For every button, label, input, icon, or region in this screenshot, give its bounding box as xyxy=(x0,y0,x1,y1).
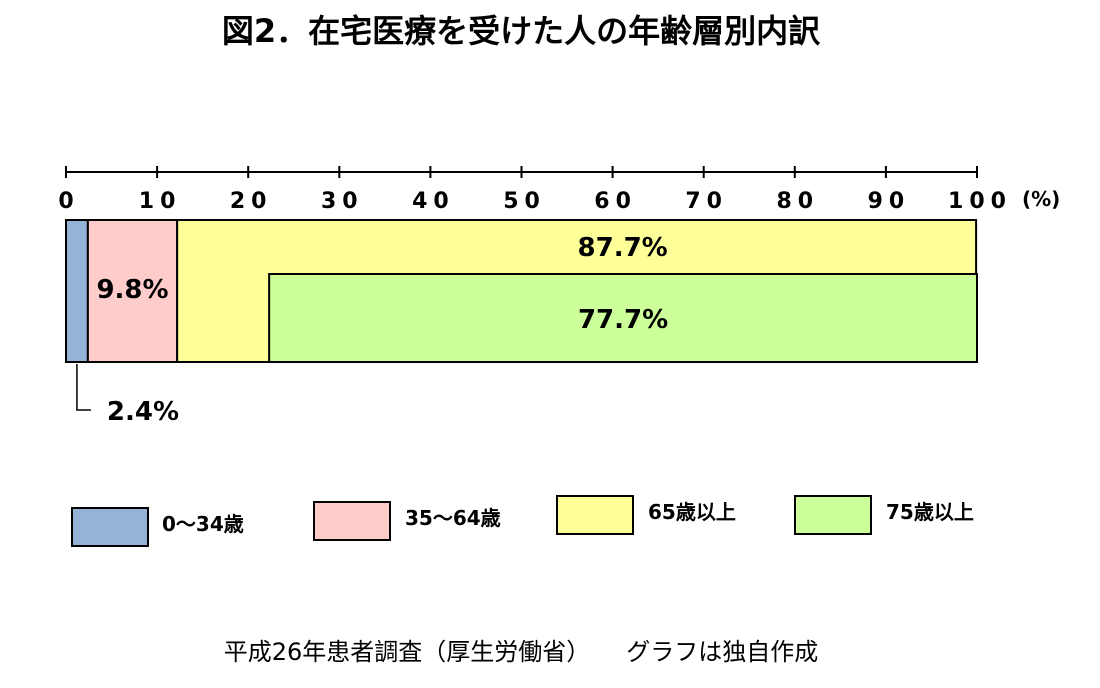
x-tick-label-4: 40 xyxy=(412,189,455,214)
stacked-bar xyxy=(65,219,978,363)
bar-segment-0 xyxy=(65,219,89,363)
data-label-65plus: 87.7% xyxy=(578,233,668,263)
data-label-75plus: 77.7% xyxy=(578,305,668,335)
x-axis: 0 10 20 30 40 50 60 70 80 90 100 (%) xyxy=(58,166,1060,214)
legend-label-3: 75歳以上 xyxy=(886,500,974,524)
x-tick-label-1: 10 xyxy=(139,189,182,214)
x-axis-unit: (%) xyxy=(1022,187,1060,211)
legend-swatch-3 xyxy=(794,495,872,535)
legend-label-0: 0〜34歳 xyxy=(162,512,244,536)
legend-swatch-2 xyxy=(556,495,634,535)
bar-subset-75plus xyxy=(268,273,978,363)
callout-line-0-34 xyxy=(76,364,91,411)
data-label-0-34: 2.4% xyxy=(107,397,179,427)
legend-swatch-0 xyxy=(71,507,149,547)
legend-label-1: 35〜64歳 xyxy=(405,506,501,530)
x-tick-label-6: 60 xyxy=(594,189,637,214)
chart-title: 図2．在宅医療を受けた人の年齢層別内訳 xyxy=(222,12,821,50)
bar-segment-1 xyxy=(86,219,179,363)
source-note: 平成26年患者調査（厚生労働省） グラフは独自作成 xyxy=(224,638,819,666)
x-tick-label-2: 20 xyxy=(230,189,273,214)
x-tick-label-7: 70 xyxy=(685,189,728,214)
x-tick-label-0: 0 xyxy=(58,189,79,214)
data-label-35-64: 9.8% xyxy=(96,275,168,305)
x-tick-label-3: 30 xyxy=(321,189,364,214)
legend: 0〜34歳 35〜64歳 65歳以上 75歳以上 xyxy=(71,495,974,547)
x-tick-label-10: 100 xyxy=(948,189,1012,214)
data-labels: 2.4% 9.8% 87.7% 77.7% xyxy=(76,233,668,427)
x-tick-label-9: 90 xyxy=(868,189,911,214)
legend-label-2: 65歳以上 xyxy=(648,500,736,524)
legend-swatch-1 xyxy=(313,501,391,541)
x-tick-label-8: 80 xyxy=(776,189,819,214)
x-tick-label-5: 50 xyxy=(503,189,546,214)
